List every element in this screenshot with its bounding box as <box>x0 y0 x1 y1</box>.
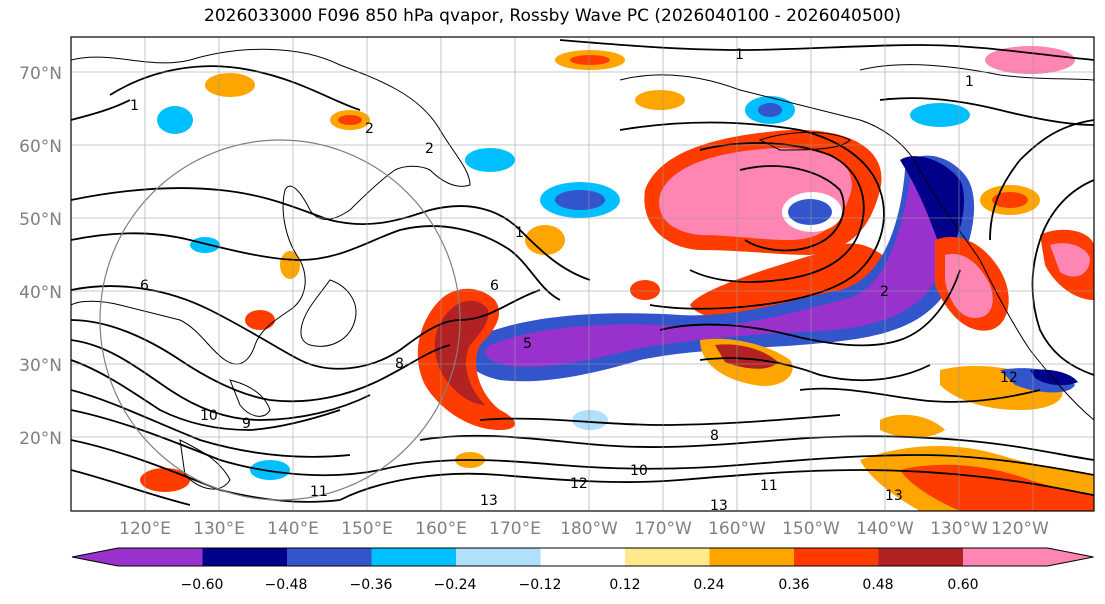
contour-label: 8 <box>710 428 719 444</box>
colorbar-ticks: −0.60 −0.48 −0.36 −0.24 −0.12 0.12 0.24 … <box>181 577 979 593</box>
colorbar-segment <box>202 548 288 566</box>
lon-label: 180°W <box>560 519 618 539</box>
contour-label: 5 <box>523 336 532 352</box>
contour-label: 1 <box>515 225 524 241</box>
colorbar-outline <box>71 547 1094 567</box>
contour-label: 13 <box>480 493 498 509</box>
lon-label: 150°W <box>782 519 840 539</box>
colorbar-tick-label: 0.36 <box>778 577 809 593</box>
colorbar-tick-label: −0.48 <box>265 577 308 593</box>
colorbar-segment <box>709 548 795 566</box>
contour-label: 11 <box>760 478 778 494</box>
contour-label: 2 <box>425 141 434 157</box>
colorbar-segments <box>71 547 1094 567</box>
plot-frame <box>70 36 1095 512</box>
colorbar-segment <box>287 548 372 566</box>
lon-label: 120°W <box>991 519 1049 539</box>
qvapor-shading <box>140 46 1094 511</box>
colorbar-segment <box>540 548 626 566</box>
map-title: 2026033000 F096 850 hPa qvapor, Rossby W… <box>204 6 901 26</box>
colorbar-tick-label: 0.24 <box>693 577 724 593</box>
contour-label: 10 <box>630 463 648 479</box>
colorbar: −0.60 −0.48 −0.36 −0.24 −0.12 0.12 0.24 … <box>71 547 1094 593</box>
lon-label: 160°W <box>708 519 766 539</box>
lon-label: 130°E <box>193 519 245 539</box>
contour-label: 10 <box>200 408 218 424</box>
contour-label: 1 <box>965 74 974 90</box>
lat-label: 20°N <box>19 429 62 449</box>
colorbar-tick-label: 0.60 <box>947 577 978 593</box>
lon-label: 140°W <box>856 519 914 539</box>
colorbar-tick-label: −0.36 <box>350 577 393 593</box>
contour-label: 13 <box>710 498 728 514</box>
lon-label: 120°E <box>119 519 171 539</box>
contour-labels: 1 1 1 2 2 1 6 6 8 8 9 10 10 11 11 12 13 … <box>130 47 1018 514</box>
colorbar-segment <box>878 548 964 566</box>
great-circle-overlay <box>99 139 461 501</box>
contour-label: 1 <box>735 47 744 63</box>
colorbar-segment <box>456 548 541 566</box>
contour-label: 12 <box>1000 370 1018 386</box>
lat-label: 30°N <box>19 356 62 376</box>
contour-label: 11 <box>310 484 328 500</box>
lon-label: 150°E <box>341 519 393 539</box>
lon-label: 130°W <box>930 519 988 539</box>
lat-label: 60°N <box>19 137 62 157</box>
contour-label: 12 <box>570 476 588 492</box>
lon-label: 170°W <box>634 519 692 539</box>
lat-label: 50°N <box>19 210 62 230</box>
contour-label: 6 <box>490 278 499 294</box>
colorbar-segment <box>371 548 457 566</box>
colorbar-tick-label: 0.48 <box>862 577 893 593</box>
contour-label: 8 <box>395 356 404 372</box>
colorbar-extend-low <box>72 548 203 566</box>
colorbar-tick-label: −0.12 <box>519 577 562 593</box>
contour-label: 2 <box>880 284 889 300</box>
contour-label: 1 <box>130 98 139 114</box>
colorbar-tick-label: −0.24 <box>434 577 477 593</box>
longitude-axis: 120°E 130°E 140°E 150°E 160°E 170°E 180°… <box>119 519 1049 539</box>
contour-label: 2 <box>365 121 374 137</box>
lon-label: 140°E <box>267 519 319 539</box>
contour-lines <box>71 39 1094 506</box>
contour-label: 6 <box>140 278 149 294</box>
lat-label: 70°N <box>19 64 62 84</box>
contour-label: 9 <box>242 416 251 432</box>
gridlines <box>71 37 1094 511</box>
colorbar-segment <box>794 548 879 566</box>
colorbar-tick-label: 0.12 <box>609 577 640 593</box>
latitude-axis: 70°N 60°N 50°N 40°N 30°N 20°N <box>19 64 62 449</box>
lon-label: 170°E <box>489 519 541 539</box>
colorbar-segment <box>625 548 710 566</box>
lat-label: 40°N <box>19 283 62 303</box>
colorbar-tick-label: −0.60 <box>181 577 224 593</box>
lon-label: 160°E <box>415 519 467 539</box>
colorbar-extend-high <box>963 548 1094 566</box>
coastlines <box>71 48 1094 490</box>
contour-label: 13 <box>885 488 903 504</box>
